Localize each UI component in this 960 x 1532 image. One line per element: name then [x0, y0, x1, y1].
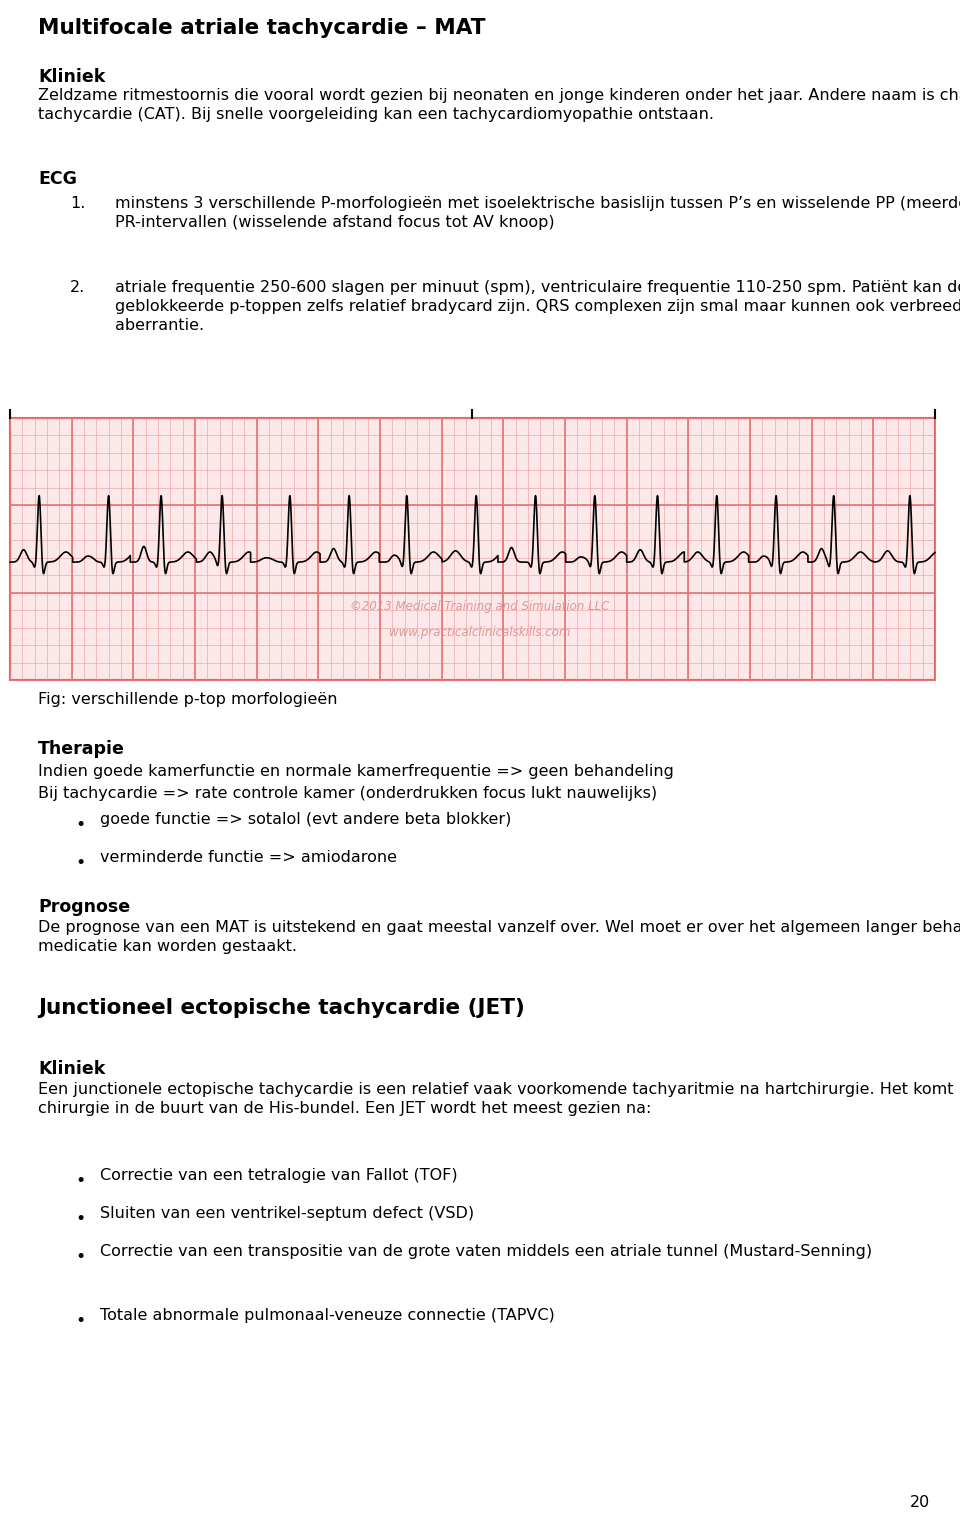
Text: 1.: 1.: [70, 196, 85, 211]
Text: goede functie => sotalol (evt andere beta blokker): goede functie => sotalol (evt andere bet…: [100, 812, 512, 827]
Text: Correctie van een transpositie van de grote vaten middels een atriale tunnel (Mu: Correctie van een transpositie van de gr…: [100, 1244, 872, 1259]
Text: Junctioneel ectopische tachycardie (JET): Junctioneel ectopische tachycardie (JET): [38, 997, 525, 1017]
Text: Bij tachycardie => rate controle kamer (onderdrukken focus lukt nauwelijks): Bij tachycardie => rate controle kamer (…: [38, 786, 658, 801]
Text: www.practicalclinicalskills.com: www.practicalclinicalskills.com: [390, 627, 570, 639]
Text: •: •: [75, 817, 85, 833]
Text: verminderde functie => amiodarone: verminderde functie => amiodarone: [100, 850, 397, 866]
Text: Kliniek: Kliniek: [38, 1060, 106, 1079]
Text: •: •: [75, 1249, 85, 1265]
Text: Correctie van een tetralogie van Fallot (TOF): Correctie van een tetralogie van Fallot …: [100, 1167, 458, 1183]
Text: •: •: [75, 1210, 85, 1229]
Text: •: •: [75, 853, 85, 872]
Text: ECG: ECG: [38, 170, 77, 188]
Text: Multifocale atriale tachycardie – MAT: Multifocale atriale tachycardie – MAT: [38, 18, 486, 38]
Text: Prognose: Prognose: [38, 898, 131, 916]
Text: minstens 3 verschillende P-morfologieën met isoelektrische basislijn tussen P’s : minstens 3 verschillende P-morfologieën …: [115, 196, 960, 230]
Text: •: •: [75, 1172, 85, 1190]
Text: 2.: 2.: [70, 280, 85, 296]
Text: atriale frequentie 250-600 slagen per minuut (spm), ventriculaire frequentie 110: atriale frequentie 250-600 slagen per mi…: [115, 280, 960, 334]
Text: Zeldzame ritmestoornis die vooral wordt gezien bij neonaten en jonge kinderen on: Zeldzame ritmestoornis die vooral wordt …: [38, 87, 960, 123]
Bar: [10, 418, 935, 680]
Text: Therapie: Therapie: [38, 740, 125, 758]
Text: Indien goede kamerfunctie en normale kamerfrequentie => geen behandeling: Indien goede kamerfunctie en normale kam…: [38, 764, 674, 778]
Text: Kliniek: Kliniek: [38, 67, 106, 86]
Text: Fig: verschillende p-top morfologieën: Fig: verschillende p-top morfologieën: [38, 692, 338, 706]
Text: Sluiten van een ventrikel-septum defect (VSD): Sluiten van een ventrikel-septum defect …: [100, 1206, 474, 1221]
Text: 20: 20: [910, 1495, 930, 1511]
Text: De prognose van een MAT is uitstekend en gaat meestal vanzelf over. Wel moet er : De prognose van een MAT is uitstekend en…: [38, 921, 960, 954]
Text: ©2013 Medical Training and Simulation LLC: ©2013 Medical Training and Simulation LL…: [350, 601, 610, 613]
Text: Een junctionele ectopische tachycardie is een relatief vaak voorkomende tachyari: Een junctionele ectopische tachycardie i…: [38, 1082, 960, 1117]
Text: Totale abnormale pulmonaal-veneuze connectie (TAPVC): Totale abnormale pulmonaal-veneuze conne…: [100, 1308, 555, 1324]
Text: •: •: [75, 1311, 85, 1330]
